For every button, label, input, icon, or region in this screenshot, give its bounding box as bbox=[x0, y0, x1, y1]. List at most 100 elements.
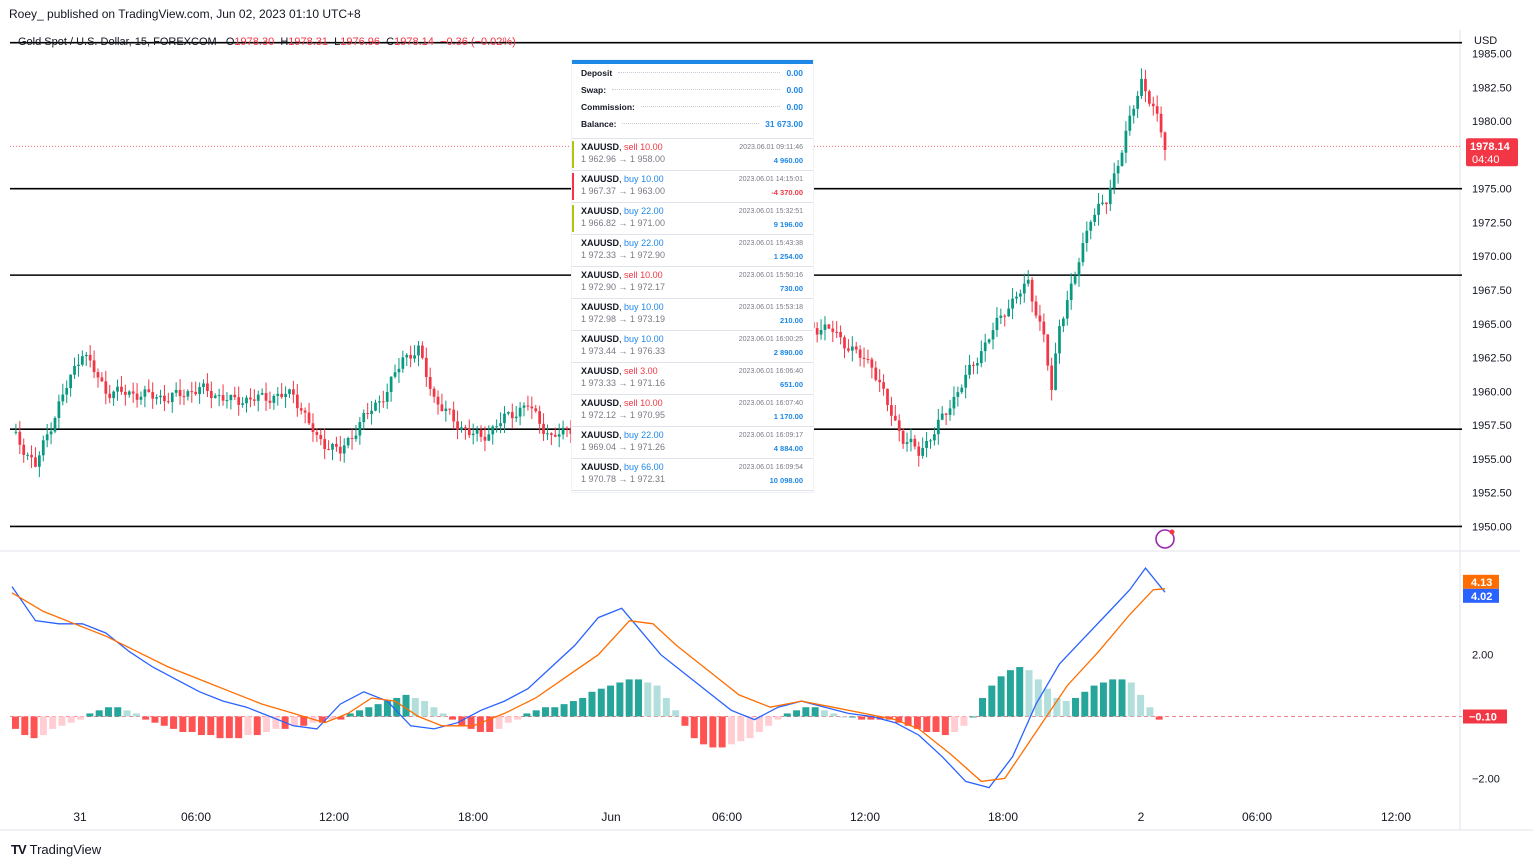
candle-body bbox=[475, 429, 479, 434]
candle-body bbox=[991, 330, 995, 340]
hist-value-label: −0.10 bbox=[1469, 712, 1497, 724]
trade-row[interactable]: XAUUSD, buy 10.00 1 972.98 → 1 973.19 2023… bbox=[572, 299, 813, 331]
candle-body bbox=[37, 455, 41, 467]
trade-lots: 10.00 bbox=[641, 174, 664, 184]
trade-pnl: 4 884.00 bbox=[773, 444, 803, 453]
trade-time: 2023.06.01 16:09:17 bbox=[738, 432, 803, 439]
trade-pair: XAUUSD bbox=[581, 270, 620, 280]
candle-body bbox=[471, 433, 475, 436]
price-tick-label: 1967.50 bbox=[1472, 285, 1512, 297]
trade-row[interactable]: XAUUSD, buy 22.00 1 969.04 → 1 971.26 2023… bbox=[572, 427, 813, 459]
candle-body bbox=[1054, 353, 1057, 390]
change-value: −0.36 (−0.02%) bbox=[440, 36, 516, 48]
trade-pnl: 1 170.00 bbox=[773, 412, 803, 421]
candle-body bbox=[155, 397, 158, 399]
macd-histogram-bar bbox=[820, 710, 828, 717]
trade-lots: 22.00 bbox=[641, 430, 664, 440]
candle-body bbox=[358, 422, 362, 436]
trade-row[interactable]: XAUUSD, buy 22.00 1 972.33 → 1 972.90 2023… bbox=[572, 235, 813, 267]
candle-body bbox=[1140, 78, 1143, 97]
trade-row[interactable]: XAUUSD, sell 10.00 1 972.12 → 1 970.95 202… bbox=[572, 395, 813, 427]
candle-body bbox=[1058, 326, 1061, 354]
symbol-name: Gold Spot / U.S. Dollar, 15, FOREXCOM bbox=[18, 36, 217, 48]
macd-histogram-bar bbox=[1016, 667, 1024, 717]
candle-body bbox=[1128, 115, 1132, 131]
tradingview-brand[interactable]: TV TradingView bbox=[11, 842, 101, 857]
trade-time: 2023.06.01 16:00:25 bbox=[738, 336, 803, 343]
trade-time: 2023.06.01 16:07:40 bbox=[738, 400, 803, 407]
macd-histogram-bar bbox=[1062, 701, 1070, 717]
trade-route: 1 966.82 → 1 971.00 bbox=[581, 218, 666, 228]
candle-body bbox=[397, 368, 401, 373]
candle-body bbox=[440, 404, 444, 412]
candle-body bbox=[378, 401, 381, 403]
trade-row[interactable]: XAUUSD, sell 10.00 1 962.96 → 1 958.00 202… bbox=[572, 139, 813, 171]
macd-histogram-bar bbox=[12, 716, 19, 729]
candle-body bbox=[893, 415, 897, 421]
trade-time: 2023.06.01 15:32:51 bbox=[738, 208, 803, 215]
candle-body bbox=[1030, 279, 1034, 302]
macd-histogram-bar bbox=[755, 716, 763, 732]
macd-histogram-bar bbox=[634, 679, 642, 717]
macd-histogram-bar bbox=[542, 707, 549, 717]
trade-route: 1 969.04 → 1 971.26 bbox=[581, 442, 666, 452]
candle-body bbox=[217, 395, 221, 397]
macd-histogram-bar bbox=[681, 716, 689, 726]
macd-histogram-bar bbox=[514, 716, 522, 720]
candle-body bbox=[249, 397, 252, 400]
price-tick-label: 1965.00 bbox=[1472, 319, 1512, 331]
candle-body bbox=[237, 397, 241, 405]
macd-tick-label: −2.00 bbox=[1472, 773, 1500, 785]
trade-time: 2023.06.01 14:15:01 bbox=[738, 176, 803, 183]
candle-body bbox=[108, 393, 112, 399]
macd-histogram-bar bbox=[21, 716, 29, 736]
candle-body bbox=[948, 408, 952, 415]
trade-time: 2023.06.01 09:11:46 bbox=[739, 144, 803, 151]
macd-histogram-bar bbox=[272, 716, 280, 729]
macd-histogram-bar bbox=[114, 707, 122, 717]
candle-body bbox=[335, 443, 338, 447]
candle-body bbox=[424, 357, 428, 378]
macd-histogram-bar bbox=[1146, 707, 1154, 717]
macd-histogram-bar bbox=[653, 685, 661, 717]
macd-histogram-bar bbox=[1109, 679, 1117, 717]
symbol-legend: Gold Spot / U.S. Dollar, 15, FOREXCOM O1… bbox=[18, 36, 516, 48]
candle-body bbox=[553, 434, 557, 437]
macd-histogram-bar bbox=[86, 713, 94, 717]
candle-body bbox=[1038, 315, 1042, 322]
macd-histogram-bar bbox=[1090, 685, 1098, 717]
price-tick-label: 1982.50 bbox=[1472, 82, 1512, 94]
trade-row[interactable]: XAUUSD, buy 10.00 1 973.44 → 1 976.33 2023… bbox=[572, 331, 813, 363]
trade-row[interactable]: XAUUSD, buy 22.00 1 966.82 → 1 971.00 2023… bbox=[572, 203, 813, 235]
candle-body bbox=[847, 348, 850, 351]
macd-histogram-bar bbox=[225, 716, 233, 739]
macd-histogram-bar bbox=[932, 716, 940, 732]
candle-body bbox=[323, 439, 327, 449]
trade-row[interactable]: XAUUSD, sell 10.00 1 972.90 → 1 972.17 202… bbox=[572, 267, 813, 299]
macd-histogram-bar bbox=[104, 707, 112, 717]
macd-histogram-bar bbox=[123, 710, 131, 717]
macd-histogram-bar bbox=[188, 716, 196, 732]
trade-route: 1 962.96 → 1 958.00 bbox=[581, 154, 666, 164]
summary-row: Commission: 0.00 bbox=[572, 98, 813, 115]
summary-row: Swap: 0.00 bbox=[572, 81, 813, 98]
macd-histogram-bar bbox=[197, 716, 205, 736]
macd-histogram-bar bbox=[969, 716, 977, 718]
candle-body bbox=[1136, 96, 1140, 109]
macd-histogram-bar bbox=[551, 707, 559, 717]
candle-body bbox=[503, 413, 506, 424]
trade-side: buy bbox=[624, 174, 639, 184]
candle-body bbox=[827, 324, 831, 329]
candle-body bbox=[823, 324, 827, 330]
candle-body bbox=[22, 444, 26, 455]
trade-row[interactable]: XAUUSD, buy 66.00 1 970.78 → 1 972.31 2023… bbox=[572, 459, 813, 491]
last-price-label: 1978.14 bbox=[1470, 141, 1511, 153]
macd-histogram-bar bbox=[337, 716, 345, 720]
candle-body bbox=[34, 457, 37, 467]
candle-body bbox=[467, 428, 471, 436]
last-price-badge bbox=[1466, 138, 1518, 167]
trade-row[interactable]: XAUUSD, buy 10.00 1 967.37 → 1 963.00 2023… bbox=[572, 171, 813, 203]
candle-body bbox=[401, 357, 405, 369]
macd-histogram-bar bbox=[830, 713, 838, 717]
trade-row[interactable]: XAUUSD, sell 3.00 1 973.33 → 1 971.16 2023… bbox=[572, 363, 813, 395]
